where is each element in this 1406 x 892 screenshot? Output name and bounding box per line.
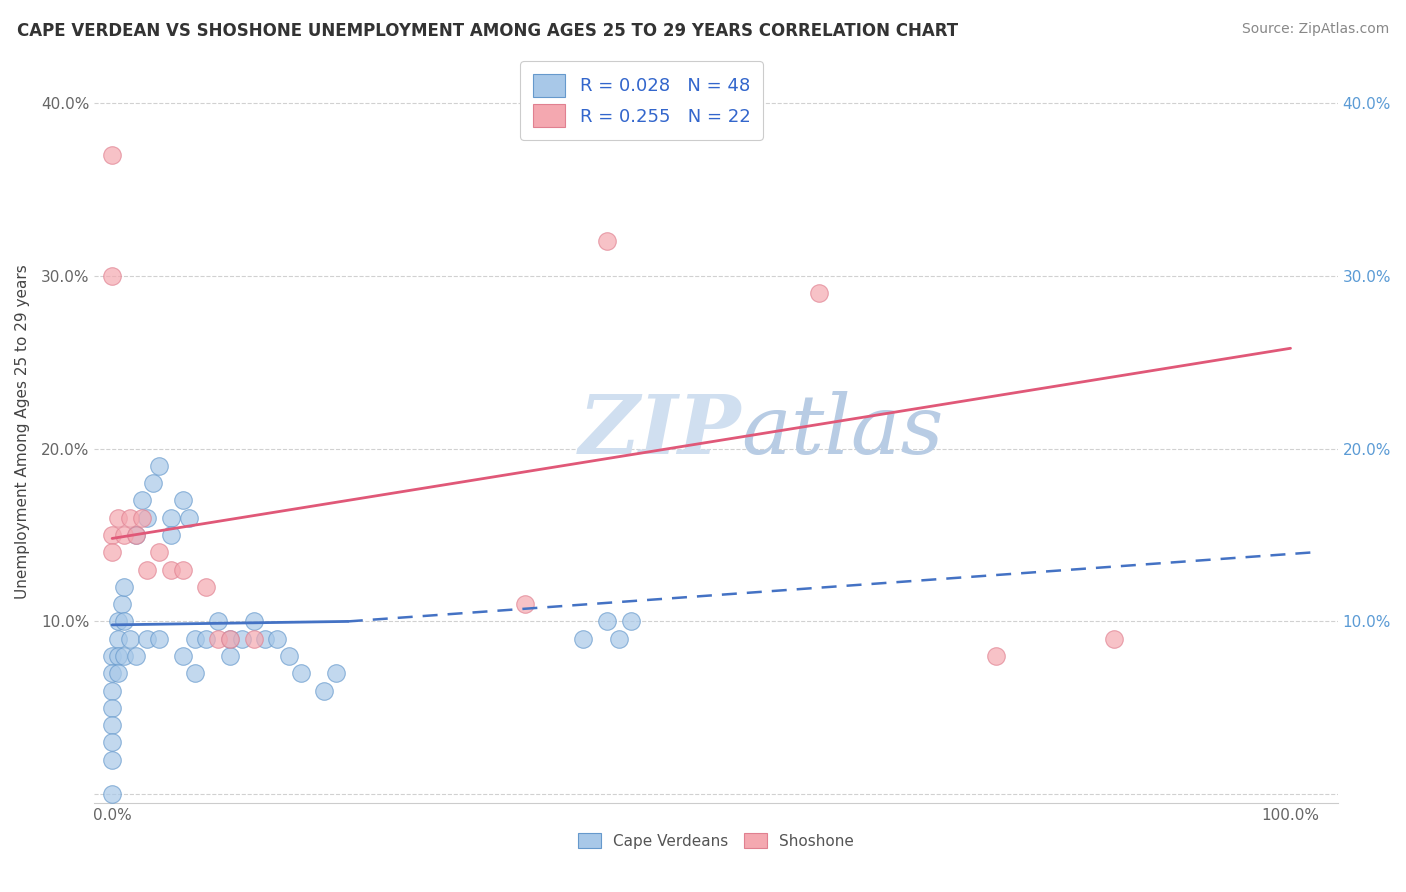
Point <box>266 632 288 646</box>
Point <box>219 632 242 646</box>
Point <box>136 632 159 646</box>
Point <box>101 701 124 715</box>
Point <box>207 615 229 629</box>
Point <box>118 632 141 646</box>
Point <box>136 510 159 524</box>
Point <box>177 510 200 524</box>
Point <box>172 648 194 663</box>
Point <box>620 615 643 629</box>
Point <box>183 632 205 646</box>
Point <box>107 632 129 646</box>
Point <box>596 234 619 248</box>
Point <box>107 666 129 681</box>
Point <box>107 510 129 524</box>
Point <box>131 510 153 524</box>
Point <box>110 597 132 611</box>
Point <box>607 632 630 646</box>
Point <box>101 147 124 161</box>
Point <box>172 493 194 508</box>
Point <box>101 735 124 749</box>
Point <box>101 718 124 732</box>
Point <box>1102 632 1125 646</box>
Point <box>112 615 135 629</box>
Point <box>101 648 124 663</box>
Y-axis label: Unemployment Among Ages 25 to 29 years: Unemployment Among Ages 25 to 29 years <box>15 264 30 599</box>
Point <box>125 528 148 542</box>
Point <box>112 648 135 663</box>
Point <box>148 458 170 473</box>
Point <box>195 580 218 594</box>
Point <box>290 666 312 681</box>
Point <box>254 632 277 646</box>
Point <box>325 666 347 681</box>
Text: ZIP: ZIP <box>578 392 741 471</box>
Text: Source: ZipAtlas.com: Source: ZipAtlas.com <box>1241 22 1389 37</box>
Point <box>160 510 183 524</box>
Text: atlas: atlas <box>741 392 943 471</box>
Point <box>808 285 831 300</box>
Point <box>101 683 124 698</box>
Point <box>107 615 129 629</box>
Point <box>219 648 242 663</box>
Point <box>572 632 595 646</box>
Point <box>125 528 148 542</box>
Point <box>314 683 336 698</box>
Point <box>101 268 124 283</box>
Point <box>131 493 153 508</box>
Point <box>277 648 299 663</box>
Point <box>136 563 159 577</box>
Point <box>107 648 129 663</box>
Point <box>101 753 124 767</box>
Point <box>101 666 124 681</box>
Text: CAPE VERDEAN VS SHOSHONE UNEMPLOYMENT AMONG AGES 25 TO 29 YEARS CORRELATION CHAR: CAPE VERDEAN VS SHOSHONE UNEMPLOYMENT AM… <box>17 22 957 40</box>
Point <box>101 787 124 801</box>
Point <box>207 632 229 646</box>
Point <box>219 632 242 646</box>
Point <box>242 632 264 646</box>
Point <box>112 528 135 542</box>
Point <box>125 648 148 663</box>
Point <box>148 632 170 646</box>
Point <box>160 528 183 542</box>
Point <box>596 615 619 629</box>
Point <box>101 528 124 542</box>
Point <box>112 580 135 594</box>
Point <box>172 563 194 577</box>
Point <box>183 666 205 681</box>
Point <box>142 476 165 491</box>
Point <box>101 545 124 559</box>
Legend: Cape Verdeans, Shoshone: Cape Verdeans, Shoshone <box>572 827 860 855</box>
Point <box>513 597 536 611</box>
Point <box>118 510 141 524</box>
Point <box>984 648 1007 663</box>
Point <box>195 632 218 646</box>
Point <box>160 563 183 577</box>
Point <box>242 615 264 629</box>
Point <box>148 545 170 559</box>
Point <box>231 632 253 646</box>
